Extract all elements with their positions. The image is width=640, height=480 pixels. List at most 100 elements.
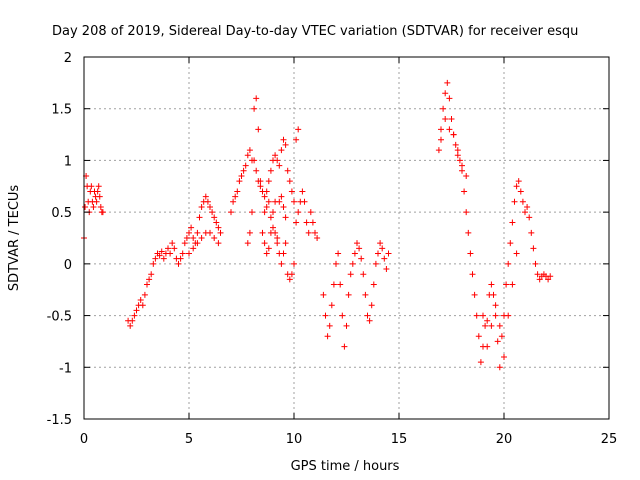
data-point xyxy=(261,209,268,216)
data-point xyxy=(448,116,455,123)
data-point xyxy=(322,312,329,319)
data-point xyxy=(435,147,442,154)
data-point xyxy=(230,198,237,205)
data-point xyxy=(517,188,524,195)
data-point xyxy=(88,183,95,190)
data-point xyxy=(465,229,472,236)
y-tick-label: -1.5 xyxy=(47,413,72,428)
data-point xyxy=(477,359,484,366)
data-point xyxy=(95,183,102,190)
data-point xyxy=(282,240,289,247)
x-tick-label: 25 xyxy=(601,432,618,447)
data-point xyxy=(232,193,239,200)
data-point xyxy=(358,255,365,262)
grid-lines xyxy=(84,57,609,419)
data-point xyxy=(99,209,106,216)
data-point xyxy=(186,250,192,257)
data-point xyxy=(238,172,245,179)
data-point xyxy=(305,229,312,236)
y-tick-label: 2 xyxy=(64,51,72,66)
data-point xyxy=(171,245,178,252)
data-point xyxy=(82,203,89,210)
y-tick-label: 1 xyxy=(64,154,72,169)
axis-ticks: 0 5 10 15 20 25 -1.5 -1 -0.5 0 0.5 1 1.5 2 xyxy=(47,51,618,447)
data-point xyxy=(280,203,287,210)
y-axis-label: SDTVAR / TECUs xyxy=(7,185,22,292)
data-point xyxy=(253,95,260,102)
data-point xyxy=(496,364,503,371)
data-point xyxy=(492,302,499,309)
data-point xyxy=(456,157,463,164)
data-point xyxy=(251,105,258,112)
data-point xyxy=(177,255,184,262)
data-point xyxy=(459,162,465,169)
data-point xyxy=(339,312,346,319)
data-point xyxy=(181,240,188,247)
data-point xyxy=(133,307,140,314)
data-point xyxy=(211,235,218,241)
data-point xyxy=(488,281,495,288)
data-point xyxy=(286,178,293,185)
data-point xyxy=(276,198,283,205)
data-point xyxy=(467,250,474,257)
data-point xyxy=(293,136,300,143)
data-point xyxy=(461,188,468,195)
data-point xyxy=(534,271,541,278)
x-axis-label: GPS time / hours xyxy=(291,459,400,474)
data-point xyxy=(469,271,476,278)
data-point xyxy=(328,302,335,309)
data-point xyxy=(484,317,491,324)
data-point xyxy=(286,276,293,283)
data-point xyxy=(179,250,186,257)
data-point xyxy=(257,178,264,185)
data-point xyxy=(293,219,300,226)
data-point xyxy=(127,322,134,329)
data-point xyxy=(246,229,253,236)
data-point xyxy=(454,152,461,159)
data-point xyxy=(501,353,507,360)
data-point xyxy=(326,322,333,329)
data-point xyxy=(259,229,266,236)
data-point xyxy=(148,271,155,278)
data-point xyxy=(257,183,264,190)
data-point xyxy=(228,209,234,216)
data-point xyxy=(242,162,249,169)
data-point xyxy=(190,245,197,252)
x-tick-label: 10 xyxy=(286,432,303,447)
data-point xyxy=(372,260,379,267)
data-point xyxy=(496,322,503,329)
data-point xyxy=(295,209,302,216)
plot-frame xyxy=(83,56,610,420)
data-point xyxy=(509,219,516,226)
data-point xyxy=(270,224,276,231)
data-point xyxy=(261,193,268,200)
data-point xyxy=(452,141,459,148)
data-point xyxy=(276,162,283,169)
data-point xyxy=(347,271,354,278)
data-point xyxy=(194,240,201,247)
data-point xyxy=(146,276,153,283)
data-point xyxy=(263,250,270,257)
data-point xyxy=(215,224,222,231)
data-point xyxy=(341,343,348,350)
data-point xyxy=(509,281,516,288)
data-point xyxy=(299,188,306,195)
data-point xyxy=(267,167,274,174)
data-point xyxy=(131,312,138,319)
data-point xyxy=(354,240,360,247)
data-point xyxy=(505,260,512,267)
data-point xyxy=(141,291,148,298)
data-point xyxy=(375,250,381,257)
data-point xyxy=(507,240,514,247)
data-point xyxy=(186,229,192,236)
data-point xyxy=(438,136,444,143)
data-point xyxy=(288,271,295,278)
data-point xyxy=(211,214,218,221)
data-point xyxy=(198,203,205,210)
data-point xyxy=(536,276,543,283)
data-point xyxy=(183,235,190,241)
y-tick-label: -0.5 xyxy=(47,310,72,325)
data-point xyxy=(446,126,453,133)
data-point xyxy=(330,281,337,288)
data-point xyxy=(379,245,386,252)
